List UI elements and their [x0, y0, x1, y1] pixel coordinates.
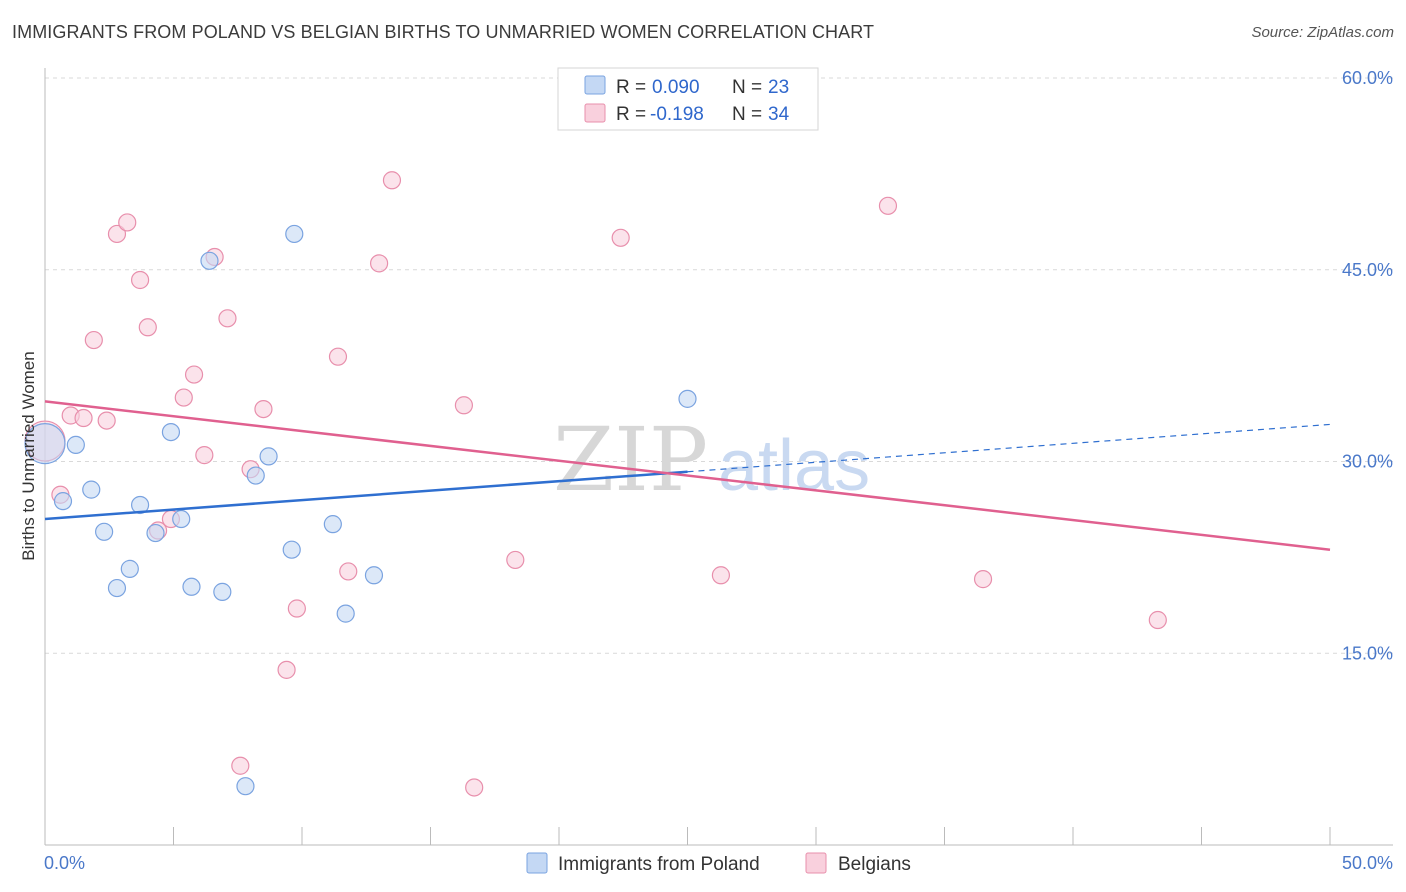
poland-point — [130, 495, 150, 515]
belgian-point — [611, 228, 630, 247]
belgian-point — [84, 330, 103, 350]
belgian-trendline — [44, 400, 1331, 551]
legend-top-belgian-r-value: -0.198 — [650, 104, 704, 125]
poland-point — [364, 566, 384, 585]
poland-point — [236, 777, 255, 796]
legend-top-poland-n-value: 23 — [768, 77, 789, 98]
poland-point — [182, 577, 201, 596]
poland-point — [120, 559, 139, 578]
legend-top-belgian-n-label: N = — [732, 104, 762, 125]
legend-top-poland-r-label: R = — [616, 77, 646, 98]
poland-point — [53, 492, 73, 511]
poland-point — [323, 515, 342, 534]
legend-bottom: Immigrants from Poland Belgians — [526, 852, 911, 875]
poland-point — [82, 480, 101, 499]
watermark-zip: ZIP — [553, 408, 708, 511]
belgian-point — [1148, 610, 1167, 630]
belgian-point — [277, 660, 296, 679]
belgian-point — [231, 756, 250, 775]
belgian-point — [195, 446, 214, 465]
y-tick-label: 15.0% — [1342, 643, 1393, 663]
poland-trendline — [44, 470, 688, 521]
legend-top-poland-n-label: N = — [732, 77, 762, 98]
belgian-point — [973, 570, 993, 589]
belgian-point — [218, 309, 237, 328]
legend-top-poland-swatch — [584, 75, 606, 95]
poland-point — [282, 540, 301, 559]
y-tick-label: 60.0% — [1342, 68, 1393, 88]
legend-belgians-swatch — [805, 852, 827, 874]
legend-poland-label: Immigrants from Poland — [558, 854, 760, 875]
belgian-point — [711, 566, 731, 585]
poland-trendline-extension — [687, 423, 1331, 473]
belgian-point — [339, 562, 358, 581]
y-axis-label: Births to Unmarried Women — [19, 351, 38, 560]
belgian-point — [506, 550, 525, 570]
x-tick-min: 0.0% — [44, 853, 85, 873]
belgian-point — [287, 599, 306, 618]
y-tick-label: 45.0% — [1342, 260, 1393, 280]
poland-point — [259, 447, 278, 466]
belgian-point — [107, 224, 127, 244]
belgian-point — [174, 388, 193, 407]
y-tick-label: 30.0% — [1342, 452, 1393, 472]
poland-point — [200, 251, 219, 270]
belgian-point — [184, 365, 204, 384]
series-poland — [24, 224, 697, 796]
belgian-point — [878, 196, 898, 215]
legend-top-poland-r-value: 0.090 — [652, 77, 700, 98]
poland-point — [24, 423, 66, 465]
belgian-point — [382, 171, 402, 190]
belgian-point — [254, 399, 273, 419]
poland-point — [95, 522, 114, 541]
chart-title: IMMIGRANTS FROM POLAND VS BELGIAN BIRTHS… — [12, 22, 875, 42]
legend-belgians-label: Belgians — [838, 854, 911, 875]
poland-point — [172, 509, 191, 529]
legend-top: R = 0.090 N = 23 R = -0.198 N = 34 — [557, 67, 819, 131]
poland-point — [66, 435, 85, 454]
belgian-point — [118, 213, 137, 232]
legend-poland-swatch — [526, 852, 548, 874]
watermark: ZIP atlas — [553, 408, 870, 511]
poland-point — [336, 604, 355, 623]
poland-point — [285, 224, 304, 244]
belgian-point — [97, 411, 116, 430]
x-tick-max: 50.0% — [1342, 853, 1393, 873]
y-tick-labels: 15.0% 30.0% 45.0% 60.0% — [1342, 68, 1393, 663]
belgian-point — [328, 347, 348, 366]
trendlines — [44, 400, 1331, 551]
poland-point — [246, 466, 265, 485]
belgian-point — [74, 408, 93, 428]
poland-point — [161, 422, 181, 442]
source-label: Source: ZipAtlas.com — [1251, 24, 1394, 41]
belgian-point — [138, 318, 157, 337]
poland-point — [107, 578, 127, 598]
belgian-point — [454, 396, 474, 415]
poland-point — [678, 389, 697, 408]
legend-top-belgian-n-value: 34 — [768, 104, 790, 125]
belgian-point — [130, 270, 150, 290]
belgian-point — [370, 254, 389, 273]
legend-top-belgian-swatch — [584, 103, 606, 123]
belgian-point — [465, 778, 484, 797]
poland-point — [213, 582, 232, 601]
poland-point — [146, 523, 165, 543]
legend-top-belgian-r-label: R = — [616, 104, 646, 125]
